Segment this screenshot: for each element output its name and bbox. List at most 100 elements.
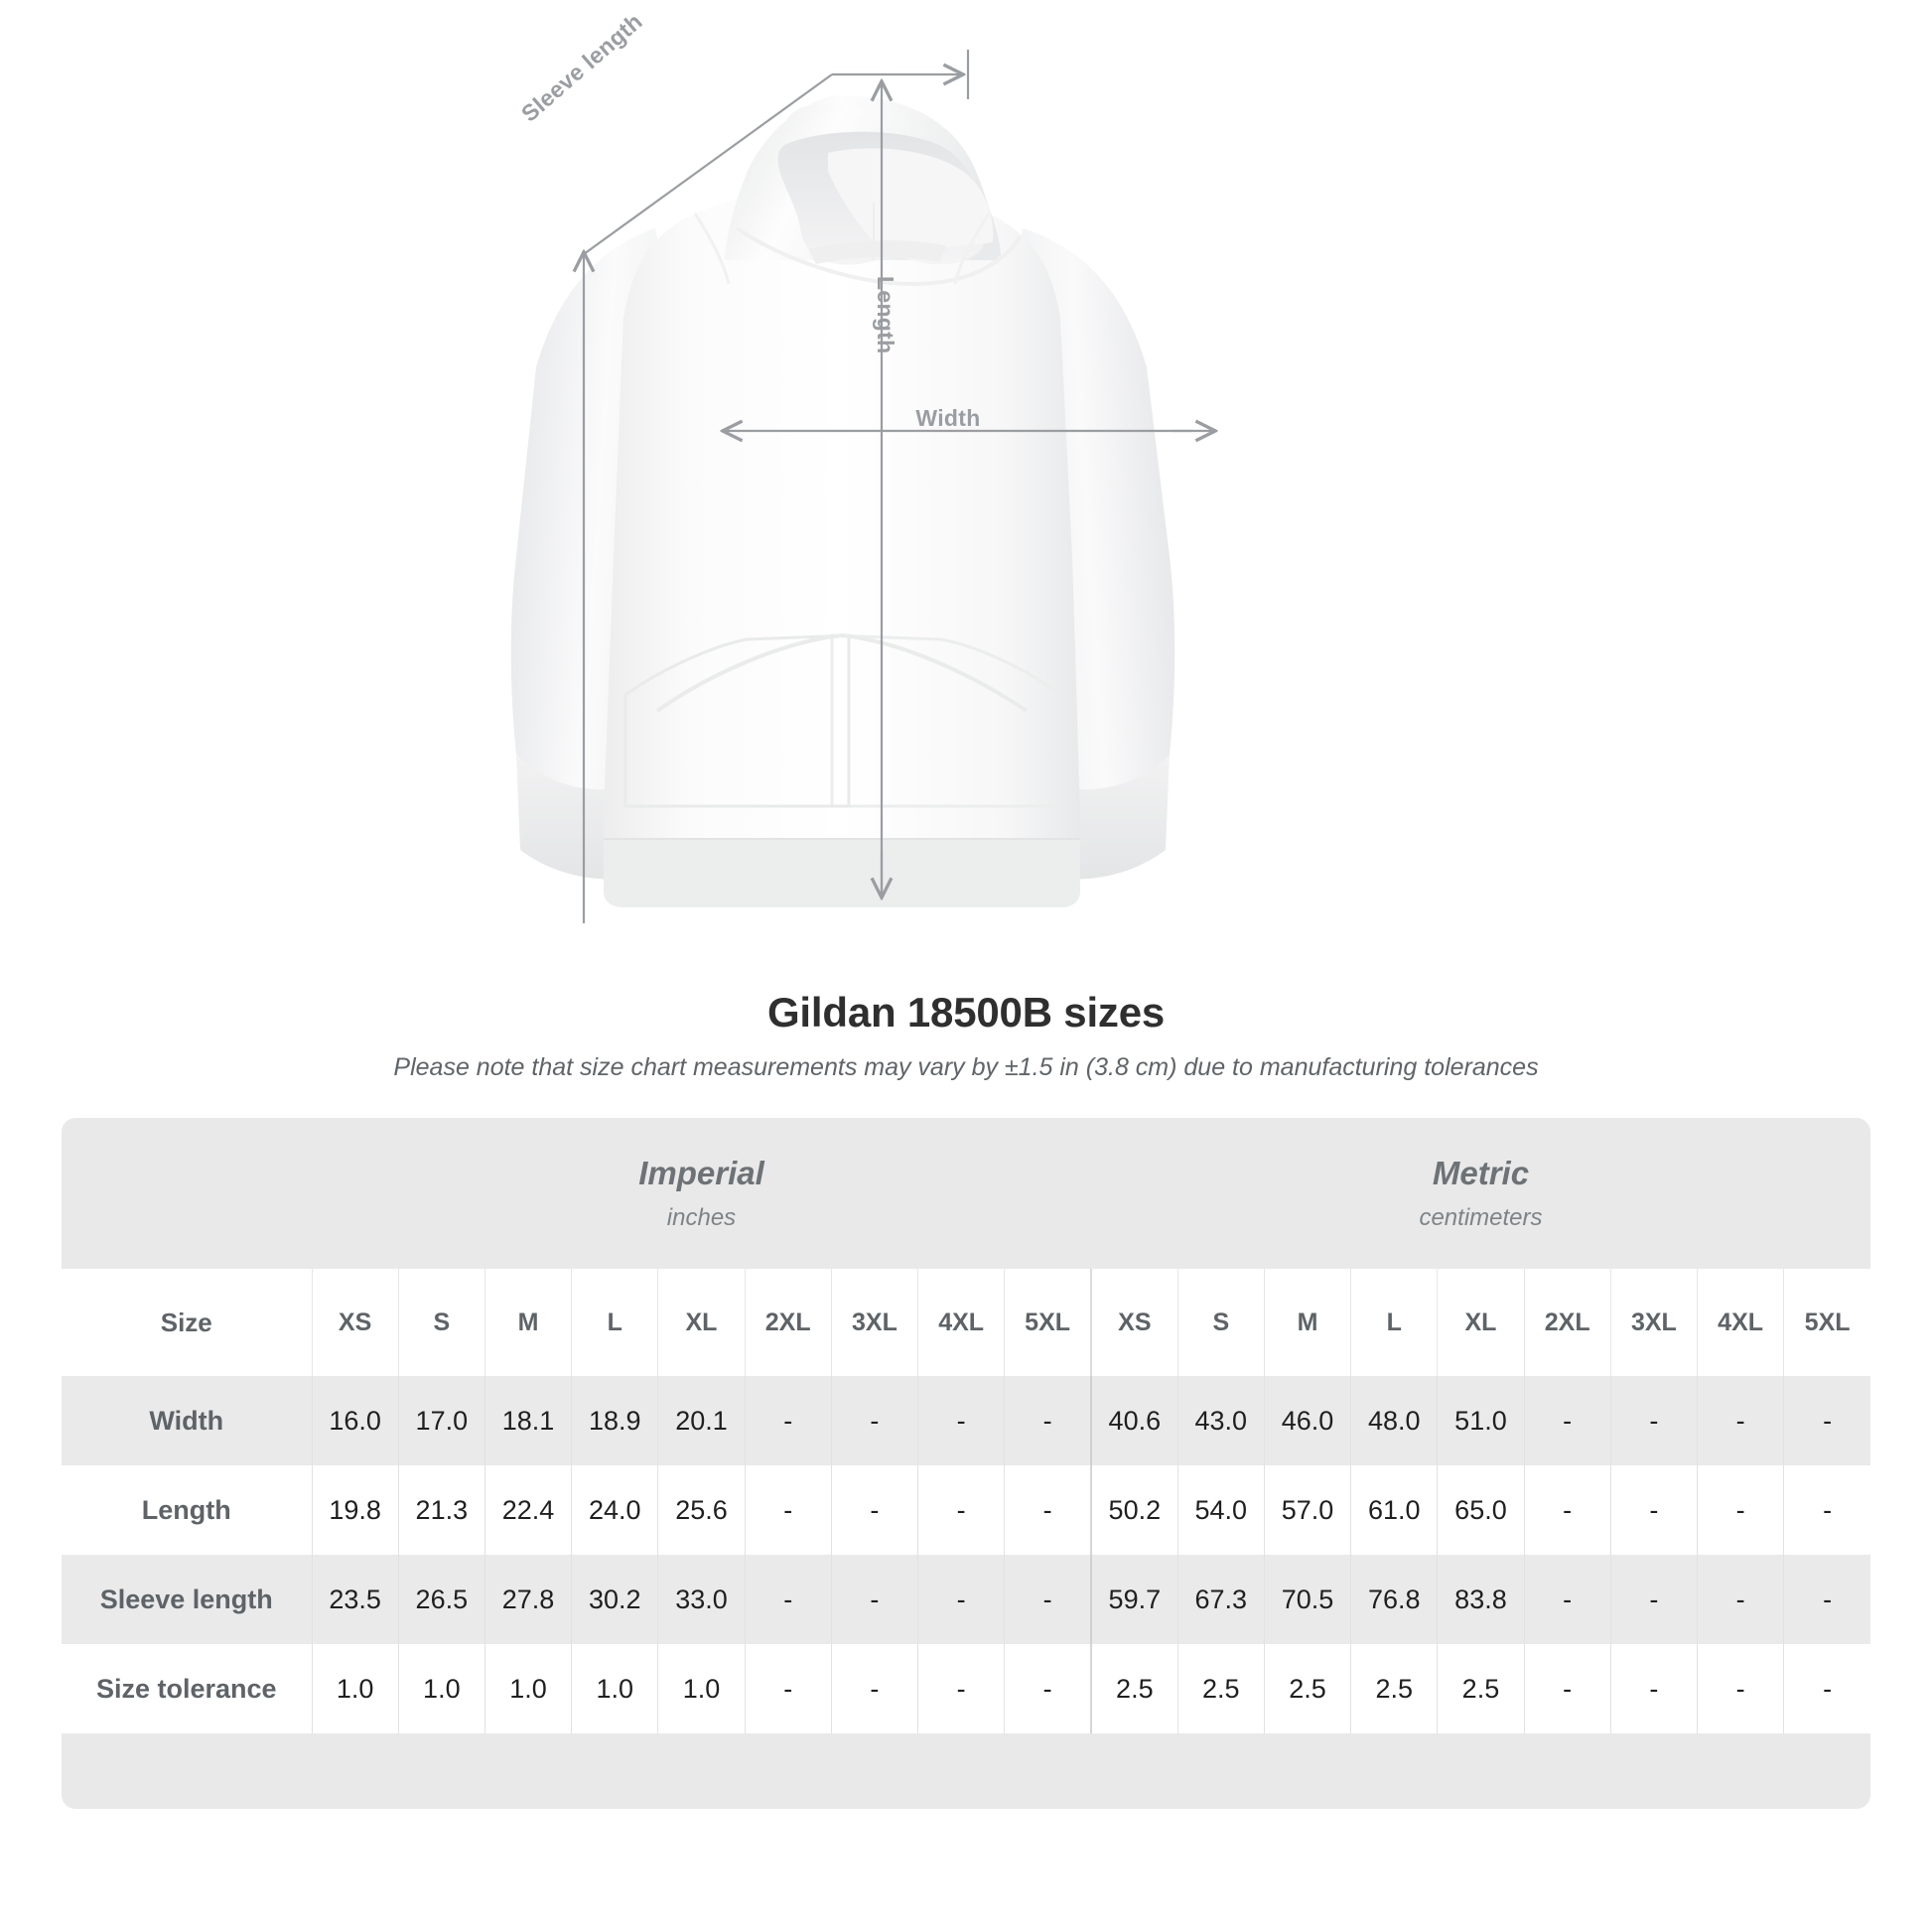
cell-imperial-4xl: - <box>917 1555 1005 1644</box>
cell-metric-m: 57.0 <box>1263 1465 1351 1555</box>
cell-metric-l: 2.5 <box>1350 1644 1438 1733</box>
size-header-imperial-2xl: 2XL <box>744 1269 832 1376</box>
cell-imperial-l: 30.2 <box>571 1555 658 1644</box>
cell-imperial-xs: 1.0 <box>311 1644 399 1733</box>
table-row: Length 19.8 21.3 22.4 24.0 25.6- - - -50.2 54.0 57… <box>62 1465 1870 1555</box>
cell-metric-3xl: - <box>1609 1376 1698 1465</box>
size-header-imperial-l: L <box>571 1269 658 1376</box>
cell-metric-5xl: - <box>1783 1555 1870 1644</box>
hoodie-illustration <box>510 50 1932 923</box>
cell-metric-m: 2.5 <box>1263 1644 1351 1733</box>
cell-imperial-xs: 16.0 <box>311 1376 399 1465</box>
cell-imperial-5xl: - <box>1004 1644 1091 1733</box>
cell-imperial-l: 18.9 <box>571 1376 658 1465</box>
size-header-imperial-4xl: 4XL <box>917 1269 1005 1376</box>
size-header-metric-xl: XL <box>1437 1269 1525 1376</box>
cell-metric-5xl: - <box>1783 1376 1870 1465</box>
size-header-imperial-s: S <box>397 1269 485 1376</box>
size-chart-table: Imperial inches Metric centimeters Size XS S M L… <box>62 1118 1870 1809</box>
cell-imperial-xl: 1.0 <box>657 1644 746 1733</box>
product-diagram: Sleeve length Length Width <box>510 8 1932 923</box>
cell-metric-l: 48.0 <box>1350 1376 1438 1465</box>
unit-group-name: Imperial <box>638 1155 764 1191</box>
row-label-size-tolerance: Size tolerance <box>62 1644 312 1733</box>
unit-group-metric: Metric centimeters <box>1090 1118 1870 1269</box>
cell-imperial-l: 24.0 <box>571 1465 658 1555</box>
table-row: Sleeve length 23.5 26.5 27.8 30.2 33.0- - - -59.… <box>62 1555 1870 1644</box>
unit-band-spacer <box>62 1118 312 1269</box>
cell-imperial-s: 21.3 <box>397 1465 485 1555</box>
sleeve-length-annotation <box>584 74 961 923</box>
cell-imperial-2xl: - <box>744 1644 832 1733</box>
cell-metric-s: 43.0 <box>1176 1376 1265 1465</box>
unit-group-sub: centimeters <box>1419 1204 1543 1231</box>
cell-metric-l: 76.8 <box>1350 1555 1438 1644</box>
cell-imperial-3xl: - <box>830 1644 918 1733</box>
table-footer-band <box>62 1733 1870 1809</box>
cell-imperial-3xl: - <box>830 1555 918 1644</box>
cell-metric-5xl: - <box>1783 1644 1870 1733</box>
cell-metric-xl: 2.5 <box>1437 1644 1525 1733</box>
cell-metric-xl: 83.8 <box>1437 1555 1525 1644</box>
cell-metric-2xl: - <box>1523 1465 1611 1555</box>
size-header-imperial-m: M <box>483 1269 572 1376</box>
row-label-sleeve-length: Sleeve length <box>62 1555 312 1644</box>
size-chart-container: Imperial inches Metric centimeters Size XS S M L… <box>62 1118 1870 1809</box>
cell-imperial-s: 1.0 <box>397 1644 485 1733</box>
tolerance-note: Please note that size chart measurements… <box>393 1053 1539 1081</box>
cell-imperial-xl: 20.1 <box>657 1376 746 1465</box>
cell-metric-xs: 2.5 <box>1089 1644 1178 1733</box>
cell-metric-s: 2.5 <box>1176 1644 1265 1733</box>
width-label: Width <box>915 405 981 431</box>
cell-imperial-5xl: - <box>1004 1555 1091 1644</box>
cell-metric-l: 61.0 <box>1350 1465 1438 1555</box>
size-header-metric-m: M <box>1263 1269 1351 1376</box>
cell-metric-m: 46.0 <box>1263 1376 1351 1465</box>
title-block: Gildan 18500B sizes Please note that siz… <box>0 989 1932 1082</box>
cell-metric-5xl: - <box>1783 1465 1870 1555</box>
cell-imperial-l: 1.0 <box>571 1644 658 1733</box>
size-header-metric-4xl: 4XL <box>1696 1269 1784 1376</box>
cell-imperial-xl: 25.6 <box>657 1465 746 1555</box>
unit-group-name: Metric <box>1432 1155 1530 1191</box>
cell-metric-4xl: - <box>1696 1465 1784 1555</box>
cell-imperial-3xl: - <box>830 1465 918 1555</box>
cell-metric-2xl: - <box>1523 1555 1611 1644</box>
cell-metric-s: 54.0 <box>1176 1465 1265 1555</box>
cell-metric-4xl: - <box>1696 1644 1784 1733</box>
cell-metric-4xl: - <box>1696 1376 1784 1465</box>
row-label-length: Length <box>62 1465 312 1555</box>
cell-imperial-3xl: - <box>830 1376 918 1465</box>
cell-metric-m: 70.5 <box>1263 1555 1351 1644</box>
page-title: Gildan 18500B sizes <box>766 989 1166 1035</box>
size-header-metric-s: S <box>1176 1269 1265 1376</box>
cell-metric-xl: 51.0 <box>1437 1376 1525 1465</box>
cell-imperial-5xl: - <box>1004 1376 1091 1465</box>
cell-imperial-s: 17.0 <box>397 1376 485 1465</box>
size-header-imperial-xl: XL <box>657 1269 746 1376</box>
cell-imperial-2xl: - <box>744 1465 832 1555</box>
size-header-metric-5xl: 5XL <box>1783 1269 1870 1376</box>
unit-group-imperial: Imperial inches <box>312 1118 1091 1269</box>
table-row: Width 16.0 17.0 18.1 18.9 20.1- - - -40.6 43.0 46.… <box>62 1376 1870 1465</box>
size-header-metric-xs: XS <box>1089 1269 1178 1376</box>
size-header-imperial-3xl: 3XL <box>830 1269 918 1376</box>
cell-metric-xs: 59.7 <box>1089 1555 1178 1644</box>
cell-metric-s: 67.3 <box>1176 1555 1265 1644</box>
cell-metric-2xl: - <box>1523 1644 1611 1733</box>
size-header-metric-l: L <box>1350 1269 1438 1376</box>
unit-group-row: Imperial inches Metric centimeters <box>62 1118 1870 1269</box>
table-footer-cell <box>62 1733 1870 1809</box>
size-header-imperial-xs: XS <box>311 1269 399 1376</box>
row-label-width: Width <box>62 1376 312 1465</box>
size-header-metric-2xl: 2XL <box>1523 1269 1611 1376</box>
cell-imperial-m: 18.1 <box>483 1376 572 1465</box>
cell-imperial-4xl: - <box>917 1376 1005 1465</box>
cell-metric-2xl: - <box>1523 1376 1611 1465</box>
cell-imperial-5xl: - <box>1004 1465 1091 1555</box>
length-label: Length <box>873 276 898 354</box>
cell-imperial-xs: 23.5 <box>311 1555 399 1644</box>
size-header-imperial-5xl: 5XL <box>1004 1269 1091 1376</box>
unit-group-sub: inches <box>666 1204 737 1231</box>
